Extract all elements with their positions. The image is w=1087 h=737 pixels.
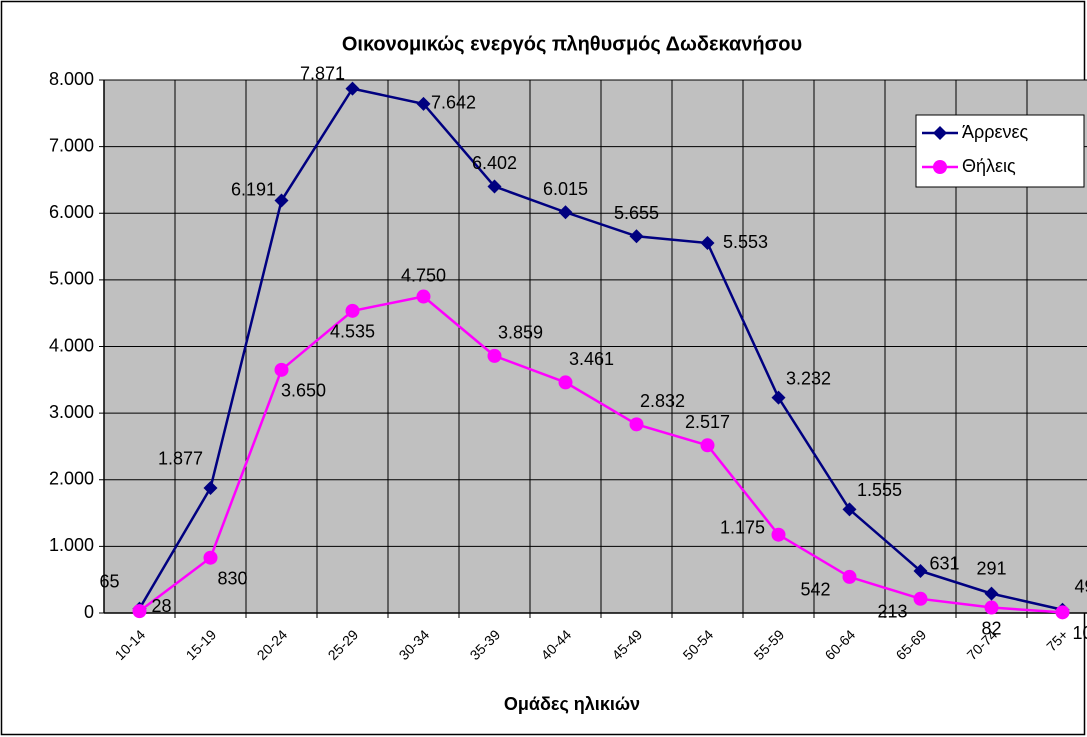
y-tick-label: 2.000 <box>49 469 94 489</box>
marker <box>771 390 786 405</box>
data-label: 3.650 <box>281 381 326 401</box>
data-label: 291 <box>976 558 1006 578</box>
legend-label: Άρρενες <box>962 122 1029 142</box>
data-label: 4.535 <box>330 322 375 342</box>
data-label: 4.750 <box>401 265 446 285</box>
marker <box>700 438 715 453</box>
marker <box>345 81 360 96</box>
marker <box>487 179 502 194</box>
chart-title: Οικονομικώς ενεργός πληθυσμός Δωδεκανήσο… <box>342 33 802 55</box>
data-label: 3.232 <box>786 368 831 388</box>
y-tick-label: 0 <box>84 602 94 622</box>
marker <box>913 591 928 606</box>
data-label: 6.402 <box>472 153 517 173</box>
data-label: 5.655 <box>614 203 659 223</box>
data-label: 10 <box>1072 623 1087 643</box>
legend-box <box>915 114 1085 188</box>
y-tick-label: 1.000 <box>49 535 94 555</box>
marker <box>984 600 999 615</box>
marker <box>842 569 857 584</box>
y-tick-label: 4.000 <box>49 335 94 355</box>
data-label: 5.553 <box>723 232 768 252</box>
marker <box>558 205 573 220</box>
legend-label: Θήλεις <box>962 156 1016 176</box>
marker <box>203 550 218 565</box>
data-label: 49 <box>1074 576 1087 596</box>
data-label: 830 <box>217 568 247 588</box>
data-label: 28 <box>151 596 171 616</box>
marker <box>771 527 786 542</box>
marker <box>1055 605 1070 620</box>
data-label: 2.517 <box>685 412 730 432</box>
data-label: 6.015 <box>543 179 588 199</box>
x-axis-title: Ομάδες ηλικιών <box>504 694 640 714</box>
data-label: 1.555 <box>857 480 902 500</box>
data-label: 542 <box>800 580 830 600</box>
data-label: 1.175 <box>720 517 765 537</box>
data-label: 1.877 <box>158 449 203 469</box>
marker <box>629 229 644 244</box>
marker <box>416 96 431 111</box>
data-label: 6.191 <box>231 179 276 199</box>
marker <box>984 586 999 601</box>
marker <box>487 348 502 363</box>
legend-marker <box>933 160 947 174</box>
data-label: 631 <box>929 554 959 574</box>
data-label: 3.859 <box>498 323 543 343</box>
legend-marker <box>933 126 947 140</box>
y-tick-label: 5.000 <box>49 269 94 289</box>
data-label: 7.871 <box>300 63 345 83</box>
marker <box>700 236 715 251</box>
y-tick-label: 8.000 <box>49 69 94 89</box>
marker <box>274 193 289 208</box>
marker <box>842 502 857 517</box>
marker <box>132 604 147 619</box>
marker <box>274 362 289 377</box>
series-line <box>138 295 1063 614</box>
marker <box>203 480 218 495</box>
data-label: 7.642 <box>431 93 476 113</box>
marker <box>558 375 573 390</box>
y-tick-label: 6.000 <box>49 202 94 222</box>
data-label: 3.461 <box>569 349 614 369</box>
data-label: 82 <box>981 618 1001 638</box>
series-line <box>138 87 1063 611</box>
marker <box>913 563 928 578</box>
marker <box>629 417 644 432</box>
data-label: 213 <box>877 602 907 622</box>
y-tick-label: 7.000 <box>49 135 94 155</box>
y-tick-label: 3.000 <box>49 402 94 422</box>
marker <box>416 289 431 304</box>
marker <box>345 303 360 318</box>
data-label: 65 <box>99 571 119 591</box>
data-label: 2.832 <box>640 391 685 411</box>
